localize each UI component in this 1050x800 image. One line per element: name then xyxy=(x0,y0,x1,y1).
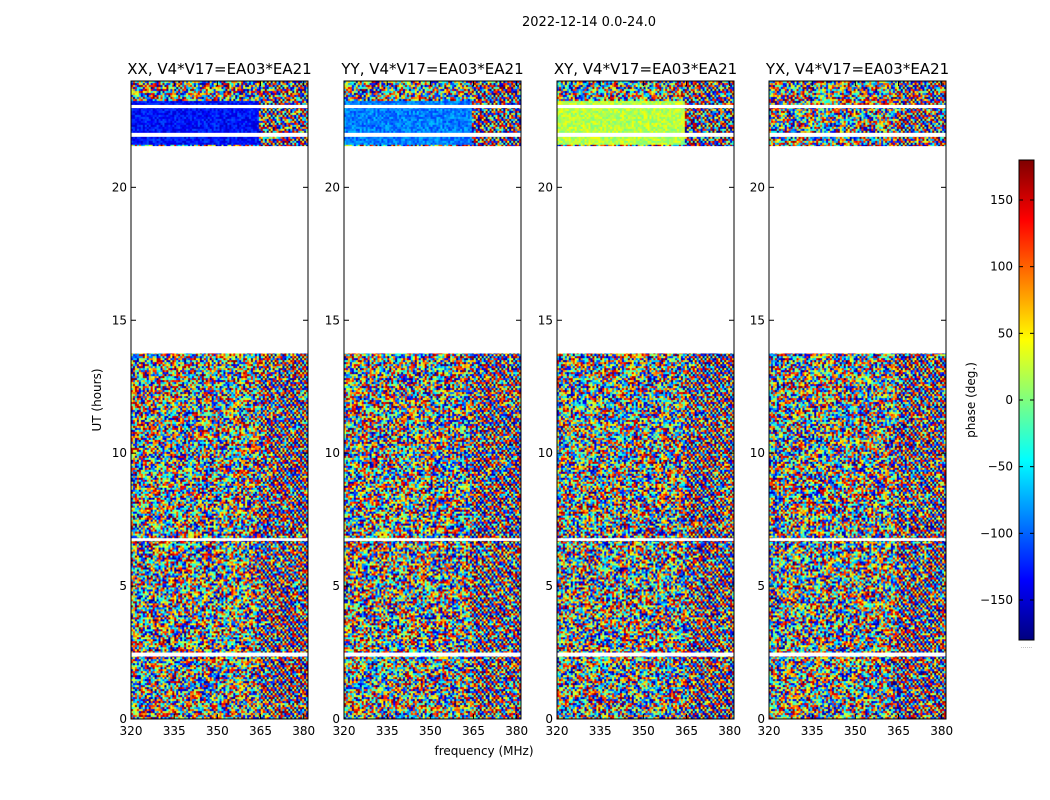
data-gap xyxy=(344,132,521,137)
y-tick-label: 15 xyxy=(325,313,340,327)
figure-suptitle: 2022-12-14 0.0-24.0 xyxy=(522,15,656,30)
y-tick-label: 15 xyxy=(538,313,553,327)
x-tick-label: 350 xyxy=(844,724,867,738)
plot-frame xyxy=(343,80,522,720)
y-tick-label: 5 xyxy=(545,579,553,593)
x-tick-label: 380 xyxy=(718,724,741,738)
x-tick-label: 335 xyxy=(589,724,612,738)
x-tick-label: 350 xyxy=(206,724,229,738)
y-tick-label: 10 xyxy=(325,446,340,460)
y-tick-label: 20 xyxy=(112,180,127,194)
data-gap xyxy=(344,538,521,541)
y-tick-label: 10 xyxy=(538,446,553,460)
colorbar-tick-label: 150 xyxy=(990,193,1013,207)
y-tick-label: 10 xyxy=(750,446,765,460)
panel-title: XY, V4*V17=EA03*EA21 xyxy=(554,60,737,78)
x-tick-label: 350 xyxy=(632,724,655,738)
panel-title: YY, V4*V17=EA03*EA21 xyxy=(340,60,523,78)
x-tick-label: 335 xyxy=(163,724,186,738)
y-tick-label: 0 xyxy=(545,712,553,726)
panels: XX, V4*V17=EA03*EA21 320 335 350 365 380 0 5 10 1… xyxy=(90,60,953,758)
plot-frame xyxy=(556,80,735,720)
y-axis-label: UT (hours) xyxy=(90,368,104,431)
panel-title: XX, V4*V17=EA03*EA21 xyxy=(127,60,311,78)
x-tick-label: 380 xyxy=(930,724,953,738)
x-tick-label: 365 xyxy=(462,724,485,738)
x-tick-label: 365 xyxy=(249,724,272,738)
colorbar-tick-label: 50 xyxy=(998,326,1013,340)
data-gap xyxy=(131,146,308,354)
x-tick-label: 320 xyxy=(120,724,143,738)
data-gap xyxy=(769,652,946,657)
x-tick-label: 335 xyxy=(801,724,824,738)
data-gap xyxy=(131,104,308,109)
y-tick-label: 15 xyxy=(750,313,765,327)
plot-frame xyxy=(768,80,947,720)
data-gap xyxy=(769,132,946,137)
data-gap xyxy=(557,132,734,137)
data-gap xyxy=(557,104,734,109)
x-axis-label: frequency (MHz) xyxy=(434,744,533,758)
y-tick-label: 5 xyxy=(757,579,765,593)
panel-1: XX, V4*V17=EA03*EA21 320 335 350 365 380 0 5 10 1… xyxy=(90,60,315,738)
y-tick-label: 0 xyxy=(757,712,765,726)
colorbar-label: phase (deg.) xyxy=(964,362,978,438)
data-gap xyxy=(769,146,946,354)
panel-2: YY, V4*V17=EA03*EA21 320 335 350 365 380 0 5 10 1… xyxy=(325,60,534,758)
data-gap xyxy=(344,146,521,354)
y-tick-label: 20 xyxy=(325,180,340,194)
x-tick-label: 365 xyxy=(887,724,910,738)
panel-4: YX, V4*V17=EA03*EA21 320 335 350 365 380 0 5 10 1… xyxy=(750,60,953,738)
colorbar-tick-label: −50 xyxy=(988,460,1013,474)
colorbar-footer: ...... xyxy=(1021,643,1033,650)
y-tick-label: 5 xyxy=(119,579,127,593)
data-gap xyxy=(344,652,521,657)
data-gap xyxy=(769,104,946,109)
data-gap xyxy=(131,538,308,541)
data-gap xyxy=(344,104,521,109)
y-tick-label: 15 xyxy=(112,313,127,327)
x-tick-label: 320 xyxy=(758,724,781,738)
y-tick-label: 10 xyxy=(112,446,127,460)
data-gap xyxy=(557,146,734,354)
x-tick-label: 365 xyxy=(675,724,698,738)
data-gap xyxy=(557,538,734,541)
panel-title: YX, V4*V17=EA03*EA21 xyxy=(765,60,949,78)
colorbar-tick-label: 0 xyxy=(1005,393,1013,407)
x-tick-label: 320 xyxy=(333,724,356,738)
colorbar-tick-label: −100 xyxy=(980,526,1013,540)
panel-3: XY, V4*V17=EA03*EA21 320 335 350 365 380 0 5 10 1… xyxy=(538,60,741,738)
x-tick-label: 320 xyxy=(546,724,569,738)
plot-frame xyxy=(130,80,309,720)
x-tick-label: 380 xyxy=(505,724,528,738)
y-tick-label: 20 xyxy=(538,180,553,194)
y-tick-label: 0 xyxy=(119,712,127,726)
data-gap xyxy=(131,132,308,137)
x-tick-label: 350 xyxy=(419,724,442,738)
x-tick-label: 380 xyxy=(292,724,315,738)
x-tick-label: 335 xyxy=(376,724,399,738)
data-gap xyxy=(769,538,946,541)
colorbar-tick-label: 100 xyxy=(990,260,1013,274)
colorbar-tick-label: −150 xyxy=(980,593,1013,607)
data-gap xyxy=(557,652,734,657)
y-tick-label: 20 xyxy=(750,180,765,194)
y-tick-label: 0 xyxy=(332,712,340,726)
data-gap xyxy=(131,652,308,657)
colorbar: −150 −100 −50 0 50 100 150 phase (deg.)...... xyxy=(964,159,1035,650)
y-tick-label: 5 xyxy=(332,579,340,593)
